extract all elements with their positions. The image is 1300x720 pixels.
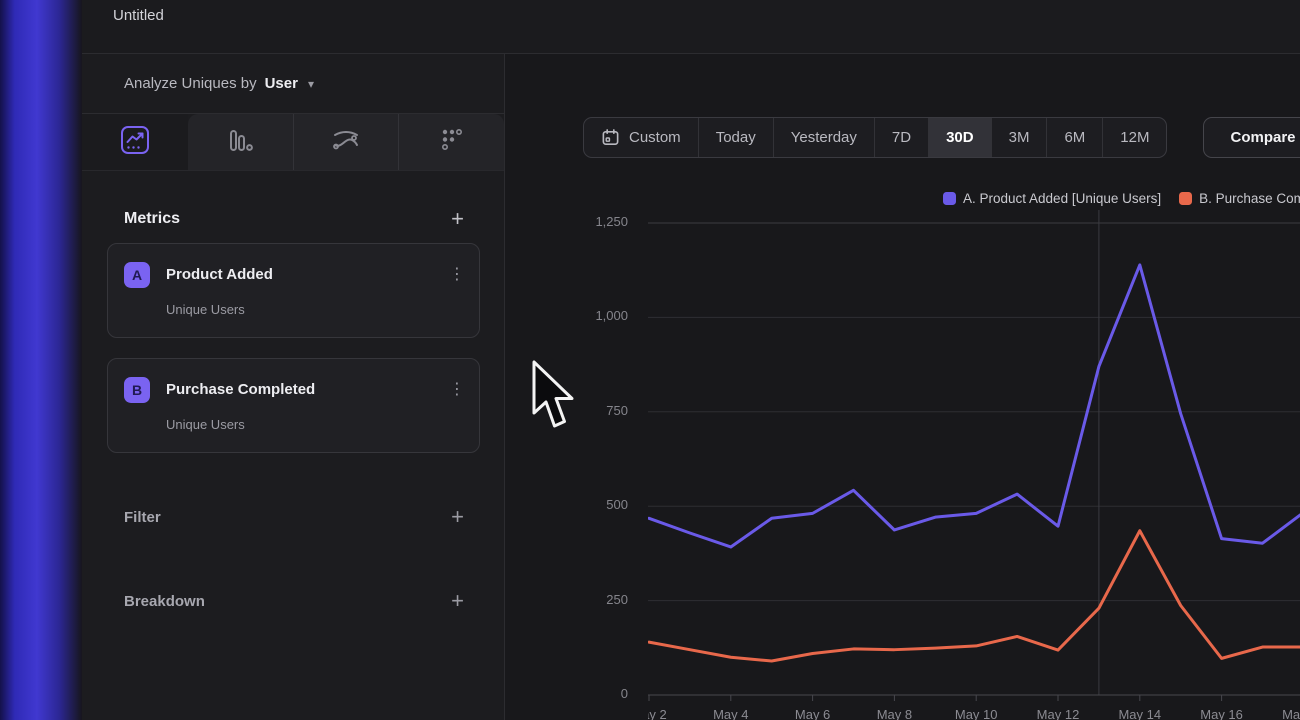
add-breakdown-button[interactable]: + bbox=[451, 591, 464, 611]
metric-badge: B bbox=[124, 377, 150, 403]
calendar-icon bbox=[601, 128, 620, 147]
timerange-label: Today bbox=[716, 129, 756, 146]
timerange-label: Yesterday bbox=[791, 129, 857, 146]
x-axis-tick-label: May 14 bbox=[1118, 707, 1161, 720]
analyze-label: Analyze Uniques by bbox=[124, 75, 257, 92]
y-axis-tick-label: 1,250 bbox=[548, 214, 628, 229]
timerange-label: 12M bbox=[1120, 129, 1149, 146]
timerange-30d[interactable]: 30D bbox=[928, 118, 991, 157]
tab-line-chart[interactable] bbox=[82, 114, 188, 170]
chart-legend: A. Product Added [Unique Users] B. Purch… bbox=[943, 191, 1300, 206]
timerange-12m[interactable]: 12M bbox=[1102, 118, 1166, 157]
filter-label: Filter bbox=[124, 509, 161, 526]
tab-bar-chart[interactable] bbox=[188, 114, 293, 170]
timerange-label: 3M bbox=[1009, 129, 1030, 146]
series-line[interactable] bbox=[649, 531, 1300, 661]
timerange-3m[interactable]: 3M bbox=[991, 118, 1047, 157]
line-chart[interactable]: May 2 May 4 May 6 May 8 May 10 May 12 May 14 Ma… bbox=[648, 210, 1300, 720]
legend-swatch-purple bbox=[943, 192, 956, 205]
report-title[interactable]: Untitled bbox=[113, 7, 164, 24]
line-chart-icon bbox=[120, 125, 150, 160]
metrics-header-row: Metrics + bbox=[82, 209, 504, 229]
legend-item-a: A. Product Added [Unique Users] bbox=[943, 191, 1161, 206]
inactive-tab-strip bbox=[188, 114, 504, 170]
time-range-selector: Custom Today Yesterday 7D 30D 3M 6M 12M bbox=[583, 117, 1167, 158]
dot-grid-icon bbox=[437, 125, 467, 160]
series-line[interactable] bbox=[649, 265, 1300, 547]
x-axis-tick-label: May 6 bbox=[795, 707, 830, 720]
chart-type-tabs bbox=[82, 114, 504, 171]
legend-swatch-orange bbox=[1179, 192, 1192, 205]
compare-button[interactable]: Compare bbox=[1203, 117, 1300, 158]
y-axis-tick-label: 250 bbox=[548, 592, 628, 607]
metrics-header: Metrics bbox=[124, 210, 180, 228]
tab-flow[interactable] bbox=[293, 114, 399, 170]
timerange-custom[interactable]: Custom bbox=[584, 118, 698, 157]
x-axis-tick-label: May 18 bbox=[1282, 707, 1300, 720]
analyze-by-dropdown[interactable]: User bbox=[265, 75, 298, 92]
chart-panel: Custom Today Yesterday 7D 30D 3M 6M 12M … bbox=[505, 54, 1300, 720]
kebab-icon[interactable]: ⋮ bbox=[449, 264, 465, 284]
add-metric-button[interactable]: + bbox=[451, 209, 464, 229]
metric-card-a[interactable]: A Product Added ⋮ Unique Users bbox=[107, 243, 480, 338]
x-axis-tick-label: May 12 bbox=[1037, 707, 1080, 720]
analytics-app: Untitled Analyze Uniques by User ▾ bbox=[0, 0, 1300, 720]
timerange-label: 6M bbox=[1064, 129, 1085, 146]
metric-subtitle[interactable]: Unique Users bbox=[166, 417, 245, 432]
timerange-7d[interactable]: 7D bbox=[874, 118, 928, 157]
y-axis-tick-label: 1,000 bbox=[548, 308, 628, 323]
add-filter-button[interactable]: + bbox=[451, 507, 464, 527]
x-axis-tick-label: May 4 bbox=[713, 707, 748, 720]
metric-title: Purchase Completed bbox=[166, 381, 315, 398]
x-axis-tick-label: May 16 bbox=[1200, 707, 1243, 720]
y-axis-tick-label: 500 bbox=[548, 497, 628, 512]
tab-retention[interactable] bbox=[398, 114, 504, 170]
metric-badge: A bbox=[124, 262, 150, 288]
legend-label: B. Purchase Completed [Unique Users] bbox=[1199, 191, 1300, 206]
x-axis-tick-label: May 8 bbox=[877, 707, 912, 720]
chevron-down-icon[interactable]: ▾ bbox=[308, 77, 314, 91]
timerange-6m[interactable]: 6M bbox=[1046, 118, 1102, 157]
y-axis-tick-label: 0 bbox=[548, 686, 628, 701]
analyze-row: Analyze Uniques by User ▾ bbox=[82, 54, 504, 114]
x-axis-tick-label: May 10 bbox=[955, 707, 998, 720]
x-axis-tick-label: May 2 bbox=[648, 707, 667, 720]
metric-card-b[interactable]: B Purchase Completed ⋮ Unique Users bbox=[107, 358, 480, 453]
bar-chart-icon bbox=[225, 125, 255, 160]
breakdown-row: Breakdown + bbox=[82, 591, 504, 611]
query-sidebar: Analyze Uniques by User ▾ bbox=[82, 54, 505, 720]
legend-label: A. Product Added [Unique Users] bbox=[963, 191, 1161, 206]
legend-item-b: B. Purchase Completed [Unique Users] bbox=[1179, 191, 1300, 206]
filter-row: Filter + bbox=[82, 507, 504, 527]
metric-subtitle[interactable]: Unique Users bbox=[166, 302, 245, 317]
kebab-icon[interactable]: ⋮ bbox=[449, 379, 465, 399]
timerange-today[interactable]: Today bbox=[698, 118, 773, 157]
page-gradient-strip bbox=[0, 0, 82, 720]
metric-title: Product Added bbox=[166, 266, 273, 283]
timerange-label: Custom bbox=[629, 129, 681, 146]
y-axis-tick-label: 750 bbox=[548, 403, 628, 418]
timerange-yesterday[interactable]: Yesterday bbox=[773, 118, 874, 157]
breakdown-label: Breakdown bbox=[124, 593, 205, 610]
top-bar: Untitled bbox=[82, 0, 1300, 54]
timerange-label: 30D bbox=[946, 129, 974, 146]
flow-icon bbox=[330, 125, 362, 160]
timerange-label: 7D bbox=[892, 129, 911, 146]
